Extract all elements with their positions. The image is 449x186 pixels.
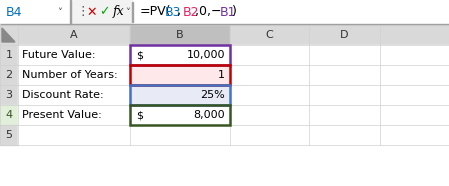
Text: D: D: [340, 30, 349, 40]
Bar: [70, 0, 71, 24]
Text: 3: 3: [5, 90, 13, 100]
Text: ✓: ✓: [99, 6, 110, 18]
Bar: [130, 105, 230, 125]
Text: 1: 1: [218, 70, 225, 80]
Bar: [0, 105, 18, 125]
Bar: [380, 105, 449, 125]
Text: C: C: [266, 30, 273, 40]
Bar: [309, 105, 380, 125]
Text: 4: 4: [5, 110, 13, 120]
Text: fx: fx: [113, 6, 125, 18]
Bar: [18, 85, 130, 105]
Bar: [0, 65, 18, 85]
Bar: [0, 45, 18, 65]
Bar: [0, 23, 449, 24]
Bar: [18, 105, 130, 125]
Text: 10,000: 10,000: [186, 50, 225, 60]
Text: ⋮: ⋮: [76, 6, 88, 18]
Bar: [380, 65, 449, 85]
Bar: [230, 85, 309, 105]
Text: ,: ,: [176, 6, 180, 18]
Bar: [133, 0, 449, 24]
Bar: [309, 65, 380, 85]
Text: $: $: [136, 110, 143, 120]
Bar: [18, 25, 130, 45]
Bar: [18, 125, 449, 145]
Bar: [230, 65, 309, 85]
Bar: [130, 85, 230, 105]
Text: 5: 5: [5, 130, 13, 140]
Bar: [130, 25, 230, 45]
Bar: [130, 65, 230, 85]
Text: ,0,−: ,0,−: [195, 6, 221, 18]
Bar: [380, 25, 449, 45]
Text: ˅: ˅: [57, 8, 62, 18]
Bar: [0, 85, 18, 105]
Bar: [309, 25, 380, 45]
Text: 25%: 25%: [200, 90, 225, 100]
Text: 2: 2: [5, 70, 13, 80]
Bar: [230, 105, 309, 125]
Text: =PV(: =PV(: [140, 6, 172, 18]
Bar: [132, 2, 133, 22]
Bar: [230, 25, 309, 45]
Bar: [18, 45, 130, 65]
Polygon shape: [2, 28, 15, 42]
Bar: [380, 85, 449, 105]
Bar: [130, 105, 230, 125]
Text: B2: B2: [183, 6, 199, 18]
Bar: [309, 45, 380, 65]
Text: ✕: ✕: [86, 6, 97, 18]
Text: Present Value:: Present Value:: [22, 110, 102, 120]
Text: B3: B3: [164, 6, 181, 18]
Bar: [0, 25, 449, 186]
Bar: [130, 65, 230, 85]
Bar: [0, 0, 449, 24]
Text: Number of Years:: Number of Years:: [22, 70, 118, 80]
Text: ˅: ˅: [125, 8, 130, 18]
Bar: [0, 0, 70, 24]
Bar: [130, 85, 230, 105]
Bar: [0, 25, 18, 45]
Text: 8,000: 8,000: [194, 110, 225, 120]
Bar: [230, 45, 309, 65]
Text: ): ): [232, 6, 236, 18]
Bar: [309, 85, 380, 105]
Text: Discount Rate:: Discount Rate:: [22, 90, 104, 100]
Text: Future Value:: Future Value:: [22, 50, 96, 60]
Bar: [130, 45, 230, 65]
Bar: [130, 45, 230, 65]
Text: B4: B4: [6, 6, 22, 18]
Bar: [0, 125, 18, 145]
Bar: [18, 65, 130, 85]
Text: B1: B1: [219, 6, 236, 18]
Text: B: B: [176, 30, 184, 40]
Bar: [380, 45, 449, 65]
Text: A: A: [70, 30, 78, 40]
Text: $: $: [136, 50, 143, 60]
Text: 1: 1: [5, 50, 13, 60]
